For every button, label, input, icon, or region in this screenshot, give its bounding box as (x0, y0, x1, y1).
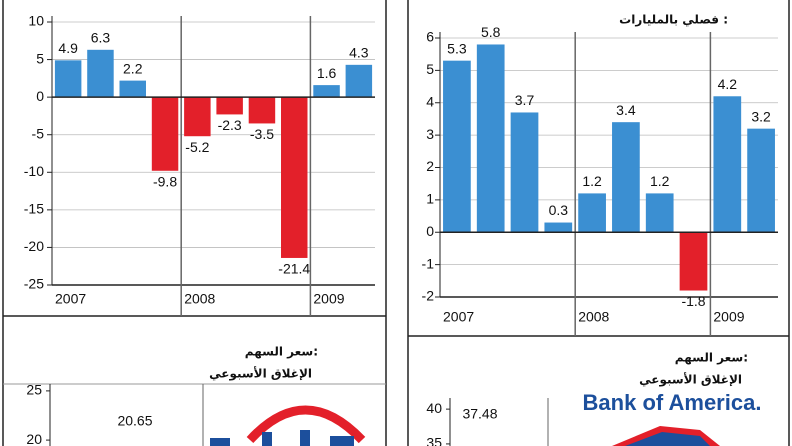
value-label: 5.3 (447, 40, 467, 56)
bar (645, 193, 674, 233)
bar (216, 97, 243, 115)
bar (87, 49, 114, 98)
y-tick-label: -25 (24, 276, 44, 292)
y-tick-label: -5 (32, 125, 45, 141)
bar (248, 97, 276, 124)
value-label: 3.7 (515, 92, 535, 108)
logo-part (210, 438, 230, 446)
bar (578, 193, 606, 233)
value-label: -3.5 (250, 126, 274, 142)
bar (713, 96, 742, 233)
bar (54, 60, 82, 98)
y-tick-label: 6 (426, 29, 434, 45)
bar (345, 64, 373, 98)
bar (476, 44, 505, 233)
y-tick-label: 20 (26, 431, 42, 446)
chart-title: سعر السهم: (245, 345, 318, 359)
y-tick-label: 5 (36, 50, 44, 66)
value-label: -5.2 (185, 139, 209, 155)
bar (747, 128, 775, 233)
logo-part (330, 436, 354, 446)
y-tick-label: 4 (426, 93, 434, 109)
value-label: -1.8 (681, 293, 705, 309)
y-tick-label: -10 (24, 163, 44, 179)
citi-logo (210, 405, 366, 446)
chart-subtitle: الإغلاق الأسبوعي (209, 366, 312, 382)
value-label: 4.2 (718, 76, 738, 92)
bar (151, 97, 179, 171)
x-tick-label: 2007 (55, 291, 86, 307)
value-label: 1.2 (650, 173, 670, 189)
bar (313, 85, 340, 98)
bar (510, 112, 539, 233)
x-tick-label: 2008 (184, 291, 215, 307)
x-tick-label: 2009 (313, 291, 344, 307)
bar (679, 232, 708, 291)
chart-subtitle: الإغلاق الأسبوعي (639, 372, 742, 388)
y-tick-label: 35 (426, 435, 442, 446)
value-label: 2.2 (123, 60, 143, 76)
value-label: 0.3 (549, 202, 569, 218)
y-tick-label: 40 (426, 400, 442, 416)
y-tick-label: 2 (426, 158, 434, 174)
annotation: 37.48 (462, 406, 497, 422)
logo-flag (625, 432, 710, 446)
logo-part (300, 430, 310, 446)
y-tick-label: 0 (36, 88, 44, 104)
y-tick-label: 25 (26, 382, 42, 398)
logo-text: Bank of America. (583, 390, 762, 415)
bar (281, 97, 308, 258)
value-label: -9.8 (153, 173, 177, 189)
bar (443, 60, 471, 233)
value-label: -2.3 (218, 117, 242, 133)
value-label: 4.9 (58, 40, 78, 56)
bar (612, 122, 640, 233)
y-tick-label: -2 (422, 288, 435, 304)
x-tick-label: 2008 (578, 309, 609, 325)
value-label: 3.2 (751, 108, 771, 124)
value-label: -21.4 (278, 261, 310, 277)
bar (184, 97, 211, 137)
annotation: 20.65 (117, 413, 152, 429)
value-label: 1.2 (582, 173, 602, 189)
value-label: 6.3 (91, 30, 111, 46)
y-tick-label: -1 (422, 255, 435, 271)
value-label: 1.6 (317, 65, 337, 81)
x-tick-label: 2009 (713, 309, 744, 325)
value-label: 3.4 (616, 102, 636, 118)
chart-subtitle: فصلي بالمليارات : (619, 13, 728, 27)
value-label: 5.8 (481, 24, 501, 40)
bar (544, 222, 573, 233)
bar (119, 80, 146, 98)
y-tick-label: 0 (426, 223, 434, 239)
boa-logo (612, 426, 720, 446)
value-label: 4.3 (349, 45, 369, 61)
chart-title: سعر السهم: (675, 351, 748, 365)
y-tick-label: 3 (426, 126, 434, 142)
y-tick-label: -15 (24, 201, 44, 217)
x-tick-label: 2007 (443, 309, 474, 325)
y-tick-label: 10 (28, 13, 44, 29)
logo-arc (246, 405, 366, 444)
y-tick-label: 1 (426, 191, 434, 207)
y-tick-label: -20 (24, 238, 44, 254)
y-tick-label: 5 (426, 61, 434, 77)
logo-part (262, 432, 272, 446)
